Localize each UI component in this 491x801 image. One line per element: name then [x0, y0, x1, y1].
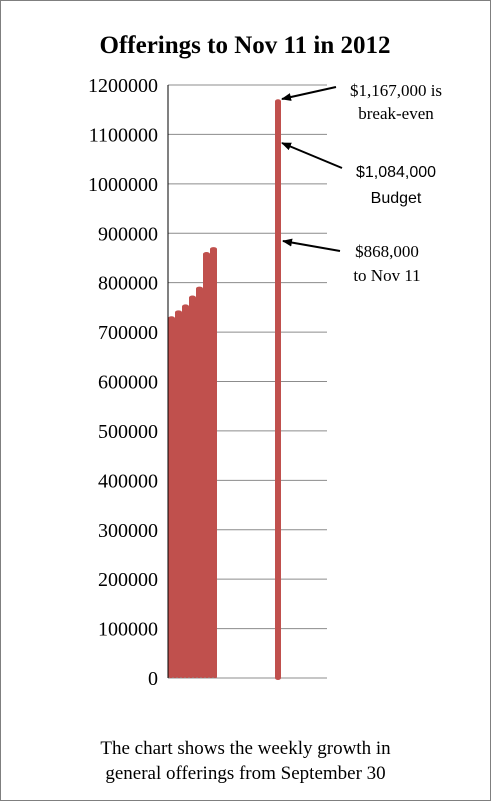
to-date-label-line2: to Nov 11	[353, 266, 420, 285]
y-tick-label: 400000	[98, 470, 158, 492]
weekly-bar-cap	[168, 316, 175, 321]
weekly-bar-cap	[203, 252, 210, 257]
caption-line2: general offerings from September 30	[105, 763, 386, 784]
to-date-label-line1: $868,000	[355, 242, 419, 261]
y-tick-label: 1100000	[89, 124, 158, 146]
y-tick-label: 1000000	[88, 174, 158, 196]
break-even-bar-bottom-cap	[275, 676, 281, 680]
y-tick-label: 200000	[98, 569, 158, 591]
y-tick-label: 0	[148, 668, 158, 690]
y-tick-label: 700000	[98, 322, 158, 344]
weekly-bar	[182, 306, 189, 678]
weekly-bar	[203, 254, 210, 678]
weekly-bar	[210, 249, 217, 678]
break-even-bar-top-cap	[275, 99, 281, 104]
chart-title: Offerings to Nov 11 in 2012	[100, 32, 391, 59]
to-date-arrow	[282, 238, 341, 252]
budget-arrow	[281, 142, 343, 169]
weekly-bar	[196, 288, 203, 678]
budget-label-line2: Budget	[371, 190, 422, 207]
caption-line1: The chart shows the weekly growth in	[100, 738, 391, 759]
y-tick-label: 300000	[98, 520, 158, 542]
y-tick-label: 900000	[98, 223, 158, 245]
break-even-bar	[275, 101, 281, 679]
y-tick-label: 100000	[98, 619, 158, 641]
weekly-bar	[175, 312, 182, 678]
y-tick-label: 500000	[98, 421, 158, 443]
budget-label-line1: $1,084,000	[356, 164, 436, 181]
break-even-bar-group	[275, 99, 281, 680]
weekly-bar-cap	[182, 304, 189, 309]
weekly-bar-cap	[210, 247, 217, 252]
y-tick-label: 800000	[98, 273, 158, 295]
y-tick-label: 600000	[98, 372, 158, 394]
break-even-label-line2: break-even	[358, 104, 434, 123]
y-axis-tick-labels: 0 100000 200000 300000 400000 500000 600000 700…	[88, 75, 158, 690]
break-even-label-line1: $1,167,000 is	[350, 81, 442, 100]
y-tick-label: 1200000	[88, 75, 158, 97]
weekly-bar	[189, 297, 196, 678]
weekly-bar	[168, 318, 175, 678]
weekly-bars	[168, 247, 218, 679]
weekly-bar-cap	[196, 286, 203, 291]
weekly-bar-cap	[175, 310, 182, 315]
weekly-bar-cap	[189, 295, 196, 300]
break-even-arrow	[281, 86, 337, 101]
